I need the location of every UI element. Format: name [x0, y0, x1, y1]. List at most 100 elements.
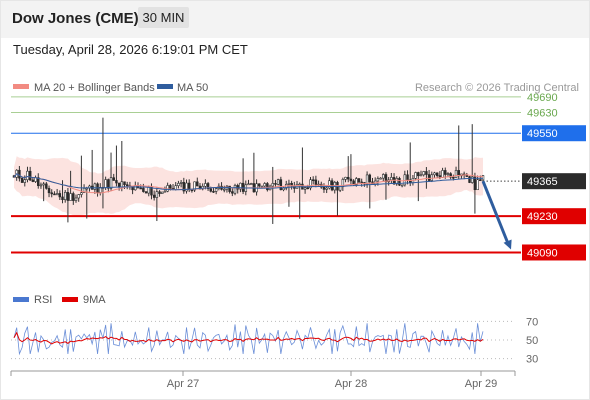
candle-body: [309, 179, 312, 189]
candle-body: [20, 177, 24, 183]
candle-body: [414, 172, 417, 179]
candle-body: [449, 173, 452, 178]
candle-body: [260, 185, 264, 188]
candle-body: [419, 174, 423, 177]
candle-body: [328, 180, 331, 189]
x-tick-label: Apr 29: [465, 378, 497, 390]
candle-body: [258, 183, 261, 187]
candle-body: [45, 183, 48, 189]
candle-body: [142, 187, 145, 192]
candle-body: [422, 171, 425, 176]
candle-body: [314, 179, 318, 186]
candle-body: [26, 170, 29, 181]
candle-body: [274, 183, 277, 185]
candle-body: [271, 183, 275, 187]
candle-body: [109, 177, 113, 189]
candle-body: [55, 193, 59, 196]
candle-body: [152, 194, 156, 198]
candle-body: [42, 183, 45, 186]
candle-body: [325, 187, 328, 190]
candle-body: [433, 172, 436, 176]
candle-body: [438, 175, 442, 178]
rsi-tick-30: 30: [526, 354, 538, 366]
candle-body: [161, 191, 164, 194]
interval-selector[interactable]: 30 MIN: [138, 7, 189, 28]
candle-body: [177, 183, 180, 186]
candle-body: [233, 185, 237, 194]
candle-body: [158, 191, 161, 194]
candle-body: [287, 182, 291, 185]
projection-arrow-shaft: [481, 180, 510, 245]
candle-body: [228, 185, 231, 192]
candle-body: [395, 178, 398, 185]
candle-body: [231, 191, 234, 194]
candle-body: [115, 180, 118, 184]
candle-body: [355, 178, 358, 186]
candle-body: [77, 194, 80, 199]
candle-body: [206, 183, 210, 190]
candle-body: [263, 183, 266, 187]
level-label-49630: 49630: [527, 107, 558, 119]
candle-body: [479, 179, 482, 181]
ma50-line: [13, 173, 484, 191]
candle-body: [117, 182, 121, 188]
level-label-49090: 49090: [527, 247, 558, 259]
level-label-49550: 49550: [527, 128, 558, 140]
candle-body: [61, 196, 64, 200]
candle-body: [468, 176, 471, 183]
candle-body: [368, 174, 372, 183]
rsi-ma-line: [13, 331, 484, 345]
candle-body: [37, 177, 40, 186]
rsi-legend-label: RSI: [34, 294, 52, 306]
candle-body: [212, 190, 215, 193]
candle-body: [182, 182, 186, 192]
bollinger-band: [14, 156, 483, 217]
rsi-tick-70: 70: [526, 316, 538, 328]
level-label-49690: 49690: [527, 92, 558, 104]
rsi-ma-legend-label: 9MA: [83, 294, 106, 306]
candle-body: [69, 193, 72, 201]
candle-body: [204, 183, 207, 187]
candle-body: [72, 193, 75, 201]
level-label-49230: 49230: [527, 211, 558, 223]
candle-body: [444, 170, 447, 175]
candle-body: [80, 192, 83, 195]
candle-body: [379, 177, 382, 180]
candle-body: [196, 181, 199, 187]
candle-body: [357, 178, 361, 183]
rsi-legend-swatch: [13, 297, 29, 302]
candle-body: [185, 182, 188, 192]
level-tag-49090: [522, 244, 586, 261]
last-price-label: 49365: [527, 176, 558, 188]
candle-body: [425, 171, 428, 175]
candle-body: [322, 186, 326, 190]
candle-body: [144, 191, 148, 194]
ma50-legend-label: MA 50: [177, 82, 208, 94]
candle-body: [123, 181, 126, 185]
candle-body: [47, 188, 51, 194]
candle-body: [435, 172, 439, 176]
candle-body: [247, 183, 250, 186]
candle-body: [18, 169, 21, 179]
level-tag-49550: [522, 125, 586, 142]
ma20-legend-swatch: [13, 84, 29, 89]
last-price-tag: [522, 173, 586, 190]
candle-body: [155, 191, 159, 198]
x-tick-label: Apr 28: [335, 378, 367, 390]
candle-body: [427, 174, 431, 181]
candle-body: [400, 184, 404, 187]
candle-body: [473, 176, 477, 191]
level-tag-49230: [522, 208, 586, 225]
rsi-ma-legend-swatch: [62, 297, 78, 302]
candle-body: [214, 188, 218, 192]
candle-body: [398, 178, 401, 186]
candle-body: [470, 176, 474, 183]
candle-body: [58, 193, 62, 198]
ma20-legend-label: MA 20 + Bollinger Bands: [34, 82, 155, 94]
candle-body: [349, 178, 353, 182]
candle-body: [107, 179, 110, 189]
candle-body: [112, 177, 115, 181]
ma50-legend-swatch: [157, 84, 173, 89]
candle-body: [303, 187, 307, 190]
